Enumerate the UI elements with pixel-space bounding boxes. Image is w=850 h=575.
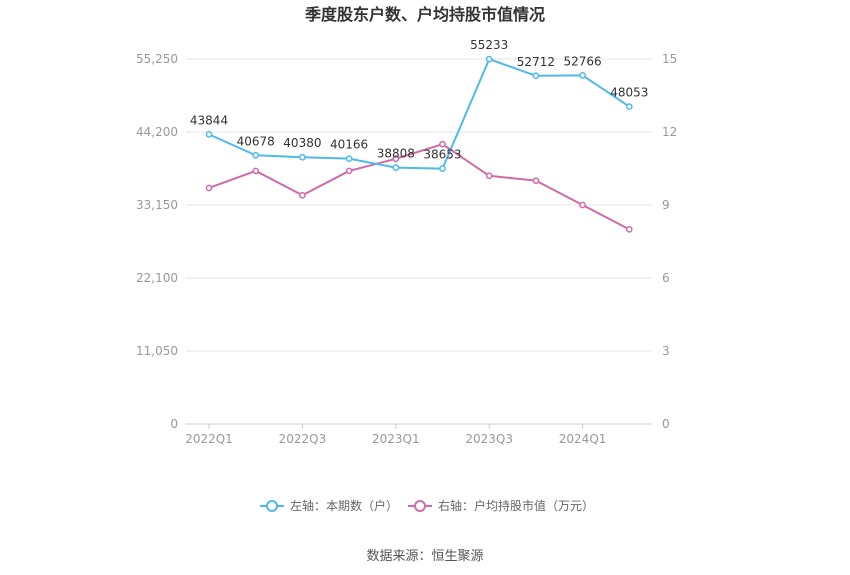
point-households[interactable] xyxy=(345,155,353,162)
legend-item-avg-holding-value[interactable]: 右轴：户均持股市值（万元） xyxy=(408,498,594,513)
point-households[interactable] xyxy=(579,72,586,79)
x-tick-label: 2023Q1 xyxy=(372,432,420,446)
y-right-tick-label: 12 xyxy=(662,125,677,139)
source-note: 数据来源：恒生聚源 xyxy=(366,549,483,564)
legend-item-households[interactable]: 左轴：本期数（户） xyxy=(260,498,398,513)
legend-label: 左轴：本期数（户） xyxy=(290,498,398,513)
label-layer: 43844 40678 40380 40166 38808 38653 55233 52712… xyxy=(190,38,648,162)
legend[interactable]: 左轴：本期数（户） 右轴：户均持股市值（万元） xyxy=(260,498,594,513)
point-households[interactable] xyxy=(252,151,260,159)
point-households[interactable] xyxy=(299,153,306,161)
axis-layer: 0 11,050 22,100 33,150 44,200 55,250 0 3 6 9 12 15 2… xyxy=(136,52,677,446)
grid-layer xyxy=(186,58,652,425)
point-avg-holding-value[interactable] xyxy=(485,172,493,180)
legend-marker-icon xyxy=(266,500,278,512)
point-avg-holding-value[interactable] xyxy=(439,140,446,148)
y-left-tick-label: 44,200 xyxy=(136,125,178,139)
y-left-tick-label: 55,250 xyxy=(136,52,178,66)
point-avg-holding-value[interactable] xyxy=(625,225,633,233)
point-avg-holding-value[interactable] xyxy=(345,167,353,175)
point-households[interactable] xyxy=(485,55,493,63)
data-label-households: 52712 xyxy=(517,55,555,69)
series-layer xyxy=(205,55,633,233)
x-tick-label: 2022Q3 xyxy=(279,432,327,446)
series-line-households xyxy=(208,58,630,170)
x-tick-label: 2022Q1 xyxy=(185,432,233,446)
data-label-households: 43844 xyxy=(190,113,228,127)
point-avg-holding-value[interactable] xyxy=(299,191,306,199)
data-label-households: 48053 xyxy=(610,86,648,100)
data-label-households: 52766 xyxy=(564,54,602,68)
data-label-households: 38653 xyxy=(423,148,461,162)
data-label-households: 55233 xyxy=(470,38,508,52)
y-right-tick-label: 0 xyxy=(662,417,670,431)
y-left-tick-label: 22,100 xyxy=(136,271,178,285)
x-tick-label: 2024Q1 xyxy=(559,432,607,446)
y-left-tick-label: 33,150 xyxy=(136,198,178,212)
point-avg-holding-value[interactable] xyxy=(532,177,540,185)
data-label-households: 40678 xyxy=(237,134,275,148)
point-avg-holding-value[interactable] xyxy=(579,201,586,209)
data-label-households: 40380 xyxy=(283,136,321,150)
point-households[interactable] xyxy=(439,165,446,172)
point-households[interactable] xyxy=(205,131,213,138)
y-right-tick-label: 3 xyxy=(662,344,670,358)
data-label-households: 40166 xyxy=(330,138,368,152)
legend-marker-icon xyxy=(414,500,426,512)
y-right-tick-label: 6 xyxy=(662,271,670,285)
x-tick-label: 2023Q3 xyxy=(465,432,513,446)
y-right-tick-label: 9 xyxy=(662,198,670,212)
point-households[interactable] xyxy=(625,103,633,110)
point-avg-holding-value[interactable] xyxy=(392,155,400,163)
point-households[interactable] xyxy=(532,72,540,80)
y-left-tick-label: 11,050 xyxy=(136,344,178,358)
data-label-households: 38808 xyxy=(377,147,415,161)
point-avg-holding-value[interactable] xyxy=(252,167,260,175)
y-left-tick-label: 0 xyxy=(170,417,178,431)
series-line-avg-holding-value xyxy=(208,143,630,231)
point-households[interactable] xyxy=(392,164,400,171)
y-right-tick-label: 15 xyxy=(662,52,677,66)
chart-title: 季度股东户数、户均持股市值情况 xyxy=(304,5,545,24)
point-avg-holding-value[interactable] xyxy=(205,184,213,192)
legend-label: 右轴：户均持股市值（万元） xyxy=(438,498,594,513)
